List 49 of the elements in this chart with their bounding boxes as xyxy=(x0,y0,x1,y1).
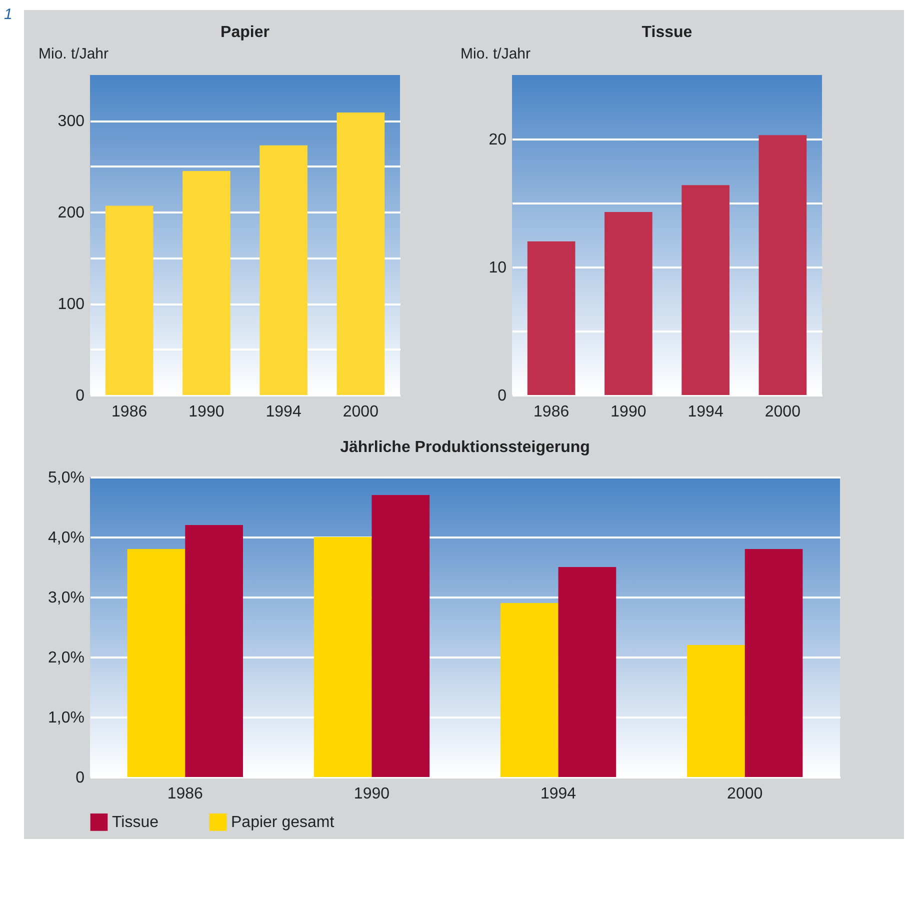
chart-title: Tissue xyxy=(642,24,692,41)
y-tick-label: 10 xyxy=(488,260,507,276)
x-tick-label: 1994 xyxy=(540,786,576,802)
y-tick-label: 3,0% xyxy=(48,590,84,606)
legend-label: Tissue xyxy=(112,814,159,832)
x-tick-label: 1990 xyxy=(188,404,224,420)
x-tick-label: 1990 xyxy=(610,404,646,420)
bar xyxy=(758,135,807,395)
x-tick-label: 1990 xyxy=(354,786,390,802)
x-tick-label: 1986 xyxy=(167,786,204,802)
bar xyxy=(500,603,558,777)
bar xyxy=(687,645,745,777)
bar xyxy=(604,212,652,395)
x-tick-label: 2000 xyxy=(727,786,763,802)
y-axis-title: Mio. t/Jahr xyxy=(460,46,531,62)
bar xyxy=(558,567,616,777)
y-tick-label: 0 xyxy=(76,388,85,404)
y-tick-label: 300 xyxy=(58,113,85,130)
y-axis-title: Mio. t/Jahr xyxy=(38,46,109,62)
y-tick-label: 0 xyxy=(76,770,85,786)
bar xyxy=(744,549,803,777)
y-tick-label: 200 xyxy=(58,204,85,222)
x-tick-label: 1986 xyxy=(534,404,570,420)
x-tick-label: 1986 xyxy=(112,404,148,420)
x-tick-label: 2000 xyxy=(342,404,379,420)
bar xyxy=(527,241,576,395)
bar xyxy=(314,537,372,777)
bar xyxy=(682,185,730,395)
bar xyxy=(260,145,308,395)
text: 1 xyxy=(4,6,12,23)
bar xyxy=(185,525,243,777)
y-tick-label: 4,0% xyxy=(48,530,84,546)
x-tick-label: 2000 xyxy=(764,404,801,420)
bar xyxy=(127,549,186,777)
legend-label: Papier gesamt xyxy=(231,814,335,832)
bar xyxy=(372,495,430,777)
chart-title: Jährliche Produktionssteigerung xyxy=(340,439,590,456)
y-tick-label: 2,0% xyxy=(48,650,84,666)
bar xyxy=(182,171,230,395)
y-tick-label: 20 xyxy=(488,132,507,148)
x-tick-label: 1994 xyxy=(688,404,724,420)
y-tick-label: 1,0% xyxy=(48,710,84,726)
y-tick-label: 0 xyxy=(498,388,507,404)
y-tick-label: 100 xyxy=(58,296,85,314)
y-tick-label: 5,0% xyxy=(48,470,84,486)
bar xyxy=(105,206,154,395)
bar xyxy=(336,112,385,395)
chart-title: Papier xyxy=(220,24,270,41)
x-tick-label: 1994 xyxy=(266,404,302,420)
